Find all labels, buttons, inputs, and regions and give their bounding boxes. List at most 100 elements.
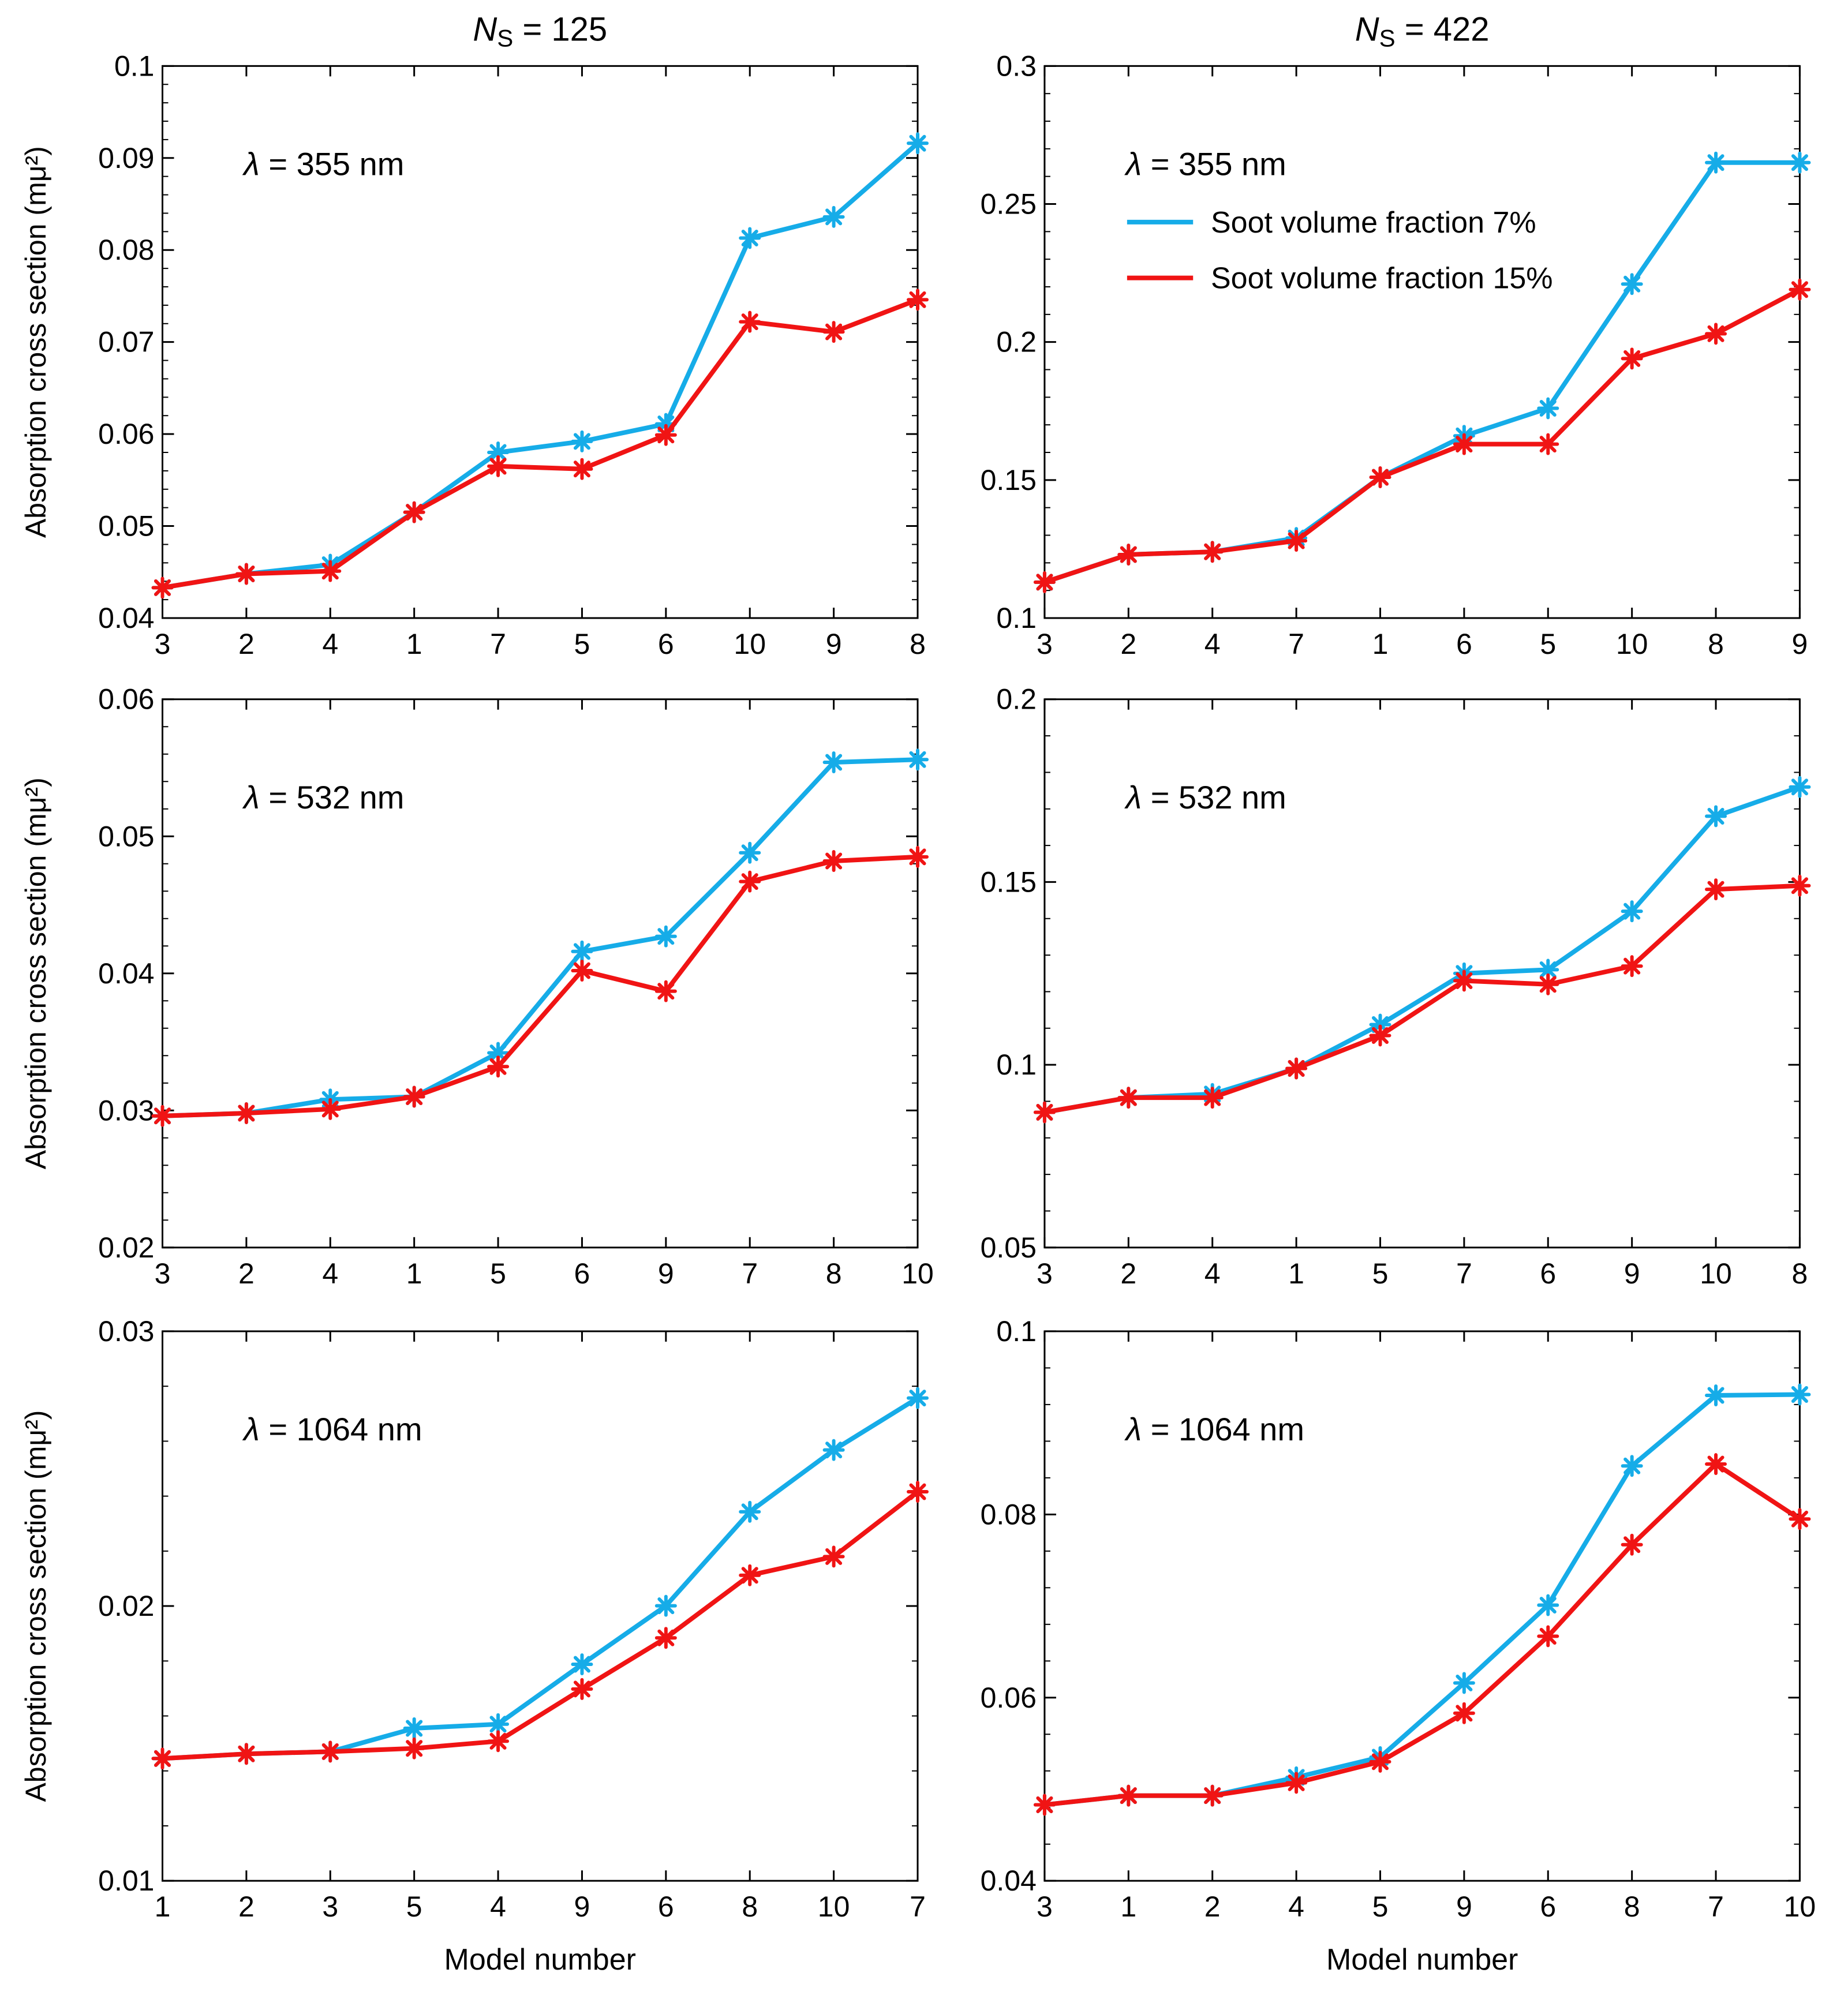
data-point-15pct <box>235 1743 257 1765</box>
data-point-7pct <box>1789 151 1811 174</box>
x-tick-label: 9 <box>574 1891 590 1923</box>
x-tick-label: 2 <box>238 1257 255 1290</box>
data-point-15pct <box>1621 1533 1643 1556</box>
y-tick-label: 0.03 <box>98 1315 154 1347</box>
data-point-15pct <box>487 1055 510 1078</box>
x-tick-label: 7 <box>1708 1891 1724 1923</box>
x-tick-label: 1 <box>155 1891 171 1923</box>
data-point-15pct <box>151 1747 174 1770</box>
data-point-7pct <box>822 205 845 228</box>
x-tick-label: 5 <box>406 1891 422 1923</box>
x-tick-label: 7 <box>1456 1257 1472 1290</box>
x-tick-label: 3 <box>155 628 171 660</box>
data-point-15pct <box>822 1545 845 1568</box>
series-line-15pct <box>1044 883 1800 1115</box>
data-point-15pct <box>1117 1087 1140 1109</box>
data-point-15pct <box>1789 874 1811 897</box>
x-tick-label: 3 <box>1037 628 1053 660</box>
x-tick-label: 9 <box>1792 628 1808 660</box>
x-tick-label: 9 <box>658 1257 674 1290</box>
y-tick-label: 0.15 <box>981 464 1037 496</box>
y-tick-label: 0.02 <box>98 1231 154 1264</box>
data-point-15pct <box>1705 1453 1727 1476</box>
x-tick-label: 1 <box>1120 1891 1136 1923</box>
y-tick-label: 0.08 <box>98 234 154 266</box>
wavelength-annotation: λ = 1064 nm <box>1124 1411 1304 1447</box>
y-tick-label: 0.04 <box>98 957 154 990</box>
data-point-15pct <box>1033 1101 1056 1124</box>
x-tick-label: 10 <box>901 1257 934 1290</box>
data-point-15pct <box>654 1627 677 1649</box>
data-point-7pct <box>822 751 845 774</box>
data-point-15pct <box>487 1730 510 1753</box>
y-tick-label: 0.3 <box>996 50 1037 82</box>
x-tick-label: 5 <box>490 1257 506 1290</box>
x-tick-label: 2 <box>1120 1257 1136 1290</box>
x-tick-label: 5 <box>1540 628 1556 660</box>
data-point-7pct <box>1453 1672 1475 1694</box>
x-tick-label: 4 <box>1204 1257 1221 1290</box>
data-point-7pct <box>1537 397 1559 420</box>
x-tick-label: 6 <box>1540 1257 1556 1290</box>
data-point-7pct <box>571 430 593 452</box>
data-point-15pct <box>739 310 761 333</box>
x-tick-label: 3 <box>1037 1257 1053 1290</box>
data-point-15pct <box>1201 541 1224 563</box>
data-point-7pct <box>571 1653 593 1675</box>
y-tick-label: 0.08 <box>981 1498 1037 1530</box>
data-point-15pct <box>1285 1057 1308 1080</box>
x-tick-label: 8 <box>1624 1891 1640 1923</box>
data-point-15pct <box>654 980 677 1002</box>
y-tick-label: 0.06 <box>98 418 154 450</box>
x-tick-label: 7 <box>910 1891 926 1923</box>
data-point-15pct <box>1621 347 1643 370</box>
wavelength-annotation: λ = 355 nm <box>1124 145 1286 182</box>
column-title-2: NS = 422 <box>1355 10 1490 51</box>
column-title-1: NS = 125 <box>473 10 607 51</box>
series-line-15pct <box>162 1489 919 1761</box>
legend-label: Soot volume fraction 15% <box>1211 262 1553 295</box>
wavelength-annotation: λ = 355 nm <box>242 145 404 182</box>
x-tick-label: 10 <box>1700 1257 1732 1290</box>
y-tick-label: 0.1 <box>996 602 1037 634</box>
x-tick-label: 9 <box>1456 1891 1472 1923</box>
wavelength-annotation: λ = 1064 nm <box>242 1411 422 1447</box>
data-point-15pct <box>571 458 593 480</box>
series-line-7pct <box>162 1396 919 1761</box>
data-point-7pct <box>654 1594 677 1617</box>
series-line-15pct <box>1043 287 1801 585</box>
y-tick-label: 0.2 <box>996 683 1037 716</box>
x-tick-label: 3 <box>155 1257 171 1290</box>
series-line-7pct <box>1044 1392 1800 1807</box>
data-point-15pct <box>1033 571 1056 593</box>
plot-frame <box>1043 1330 1801 1882</box>
x-tick-label: 4 <box>322 628 338 660</box>
x-tick-label: 6 <box>658 628 674 660</box>
data-point-7pct <box>1705 805 1727 828</box>
data-point-15pct <box>403 501 425 523</box>
y-axis-label: Absorption cross section (mμ²) <box>20 146 52 538</box>
data-point-7pct <box>907 132 929 155</box>
data-point-15pct <box>1201 1784 1224 1807</box>
data-point-15pct <box>403 1737 425 1760</box>
data-point-15pct <box>319 1098 342 1120</box>
data-point-15pct <box>1369 1024 1391 1047</box>
data-point-15pct <box>822 850 845 873</box>
data-point-15pct <box>1285 1772 1308 1794</box>
x-tick-label: 10 <box>818 1891 850 1923</box>
data-point-7pct <box>907 748 929 771</box>
y-tick-label: 0.1 <box>996 1315 1037 1347</box>
data-point-15pct <box>487 455 510 477</box>
y-axis-label: Absorption cross section (mμ²) <box>20 1410 52 1802</box>
data-point-15pct <box>907 289 929 311</box>
data-point-15pct <box>319 560 342 582</box>
data-point-15pct <box>1705 323 1727 345</box>
y-tick-label: 0.02 <box>98 1590 154 1622</box>
y-tick-label: 0.1 <box>114 50 155 82</box>
data-point-15pct <box>654 424 677 446</box>
x-tick-label: 6 <box>1540 1891 1556 1923</box>
y-tick-label: 0.06 <box>981 1682 1037 1714</box>
x-tick-label: 2 <box>238 1891 255 1923</box>
data-point-7pct <box>1537 1594 1559 1616</box>
y-tick-label: 0.07 <box>98 326 154 358</box>
